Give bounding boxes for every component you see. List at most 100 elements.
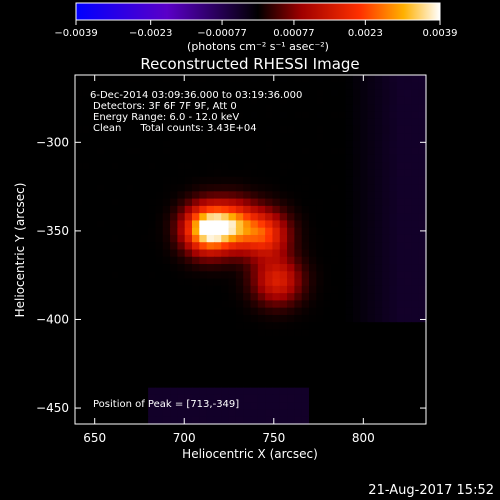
heatmap-cells xyxy=(75,75,427,425)
heatmap-cell xyxy=(126,271,135,280)
heatmap-cell xyxy=(192,256,200,265)
heatmap-cell xyxy=(338,220,347,229)
heatmap-cell xyxy=(170,322,178,331)
heatmap-cell xyxy=(221,293,230,301)
heatmap-cell xyxy=(235,300,244,309)
heatmap-cell xyxy=(389,89,398,98)
heatmap-cell xyxy=(374,314,383,323)
heatmap-cell xyxy=(287,96,295,105)
heatmap-cell xyxy=(279,322,288,331)
heatmap-cell xyxy=(382,358,391,367)
heatmap-cell xyxy=(170,154,178,163)
heatmap-cell xyxy=(177,242,186,251)
heatmap-cell xyxy=(330,271,339,280)
heatmap-cell xyxy=(279,351,288,360)
heatmap-cell xyxy=(294,380,303,389)
heatmap-cell xyxy=(265,249,274,258)
heatmap-cell xyxy=(148,184,157,192)
heatmap-cell xyxy=(309,293,317,301)
heatmap-cell xyxy=(89,227,98,236)
heatmap-cell xyxy=(294,213,303,222)
heatmap-cell xyxy=(162,416,171,425)
heatmap-cell xyxy=(418,409,427,418)
heatmap-cell xyxy=(140,154,149,163)
heatmap-cell xyxy=(228,249,237,258)
heatmap-cell xyxy=(228,373,237,381)
heatmap-cell xyxy=(118,416,127,425)
heatmap-cell xyxy=(126,89,135,98)
heatmap-cell xyxy=(118,264,127,272)
heatmap-cell xyxy=(111,205,120,214)
heatmap-cell xyxy=(155,416,164,425)
heatmap-cell xyxy=(360,205,369,214)
heatmap-cell xyxy=(221,256,230,265)
heatmap-cell xyxy=(111,329,120,338)
heatmap-cell xyxy=(287,409,295,418)
heatmap-cell xyxy=(309,358,317,367)
heatmap-cell xyxy=(323,104,332,112)
heatmap-cell xyxy=(250,140,259,149)
heatmap-cell xyxy=(301,234,310,243)
heatmap-cell xyxy=(309,220,317,229)
heatmap-cell xyxy=(111,242,120,251)
heatmap-cell xyxy=(287,249,295,258)
heatmap-cell xyxy=(301,394,310,403)
heatmap-cell xyxy=(309,176,317,185)
heatmap-cell xyxy=(89,154,98,163)
heatmap-cell xyxy=(118,329,127,338)
heatmap-cell xyxy=(133,271,142,280)
heatmap-cell xyxy=(75,242,83,251)
heatmap-cell xyxy=(96,184,105,192)
heatmap-cell xyxy=(374,205,383,214)
heatmap-cell xyxy=(316,285,325,294)
heatmap-cell xyxy=(192,176,200,185)
heatmap-cell xyxy=(345,125,354,134)
heatmap-cell xyxy=(382,118,391,127)
heatmap-cell xyxy=(323,191,332,200)
heatmap-cell xyxy=(257,96,266,105)
heatmap-cell xyxy=(309,118,317,127)
heatmap-cell xyxy=(345,147,354,156)
heatmap-cell xyxy=(148,307,157,316)
heatmap-cell xyxy=(133,256,142,265)
heatmap-cell xyxy=(162,176,171,185)
heatmap-cell xyxy=(338,329,347,338)
heatmap-cell xyxy=(177,329,186,338)
heatmap-cell xyxy=(96,278,105,287)
heatmap-cell xyxy=(272,162,281,171)
heatmap-cell xyxy=(111,249,120,258)
heatmap-cell xyxy=(206,162,215,171)
heatmap-cell xyxy=(374,365,383,374)
heatmap-cell xyxy=(257,227,266,236)
heatmap-cell xyxy=(206,89,215,98)
heatmap-cell xyxy=(309,140,317,149)
heatmap-cell xyxy=(404,104,412,112)
heatmap-cell xyxy=(404,271,412,280)
heatmap-cell xyxy=(272,111,281,120)
heatmap-cell xyxy=(140,162,149,171)
heatmap-cell xyxy=(192,96,200,105)
heatmap-cell xyxy=(126,409,135,418)
heatmap-cell xyxy=(126,191,135,200)
heatmap-cell xyxy=(221,394,230,403)
heatmap-cell xyxy=(148,213,157,222)
heatmap-cell xyxy=(243,169,252,178)
heatmap-cell xyxy=(75,169,83,178)
heatmap-cell xyxy=(265,358,274,367)
heatmap-cell xyxy=(338,184,347,192)
heatmap-cell xyxy=(265,242,274,251)
heatmap-cell xyxy=(140,314,149,323)
heatmap-cell xyxy=(294,96,303,105)
heatmap-cell xyxy=(287,402,295,411)
heatmap-cell xyxy=(272,416,281,425)
heatmap-cell xyxy=(213,89,222,98)
heatmap-cell xyxy=(367,365,376,374)
heatmap-cell xyxy=(235,198,244,207)
heatmap-cell xyxy=(243,75,252,83)
heatmap-cell xyxy=(96,380,105,389)
heatmap-cell xyxy=(301,133,310,142)
heatmap-cell xyxy=(404,82,412,91)
heatmap-cell xyxy=(170,402,178,411)
heatmap-cell xyxy=(213,220,222,229)
heatmap-cell xyxy=(148,140,157,149)
